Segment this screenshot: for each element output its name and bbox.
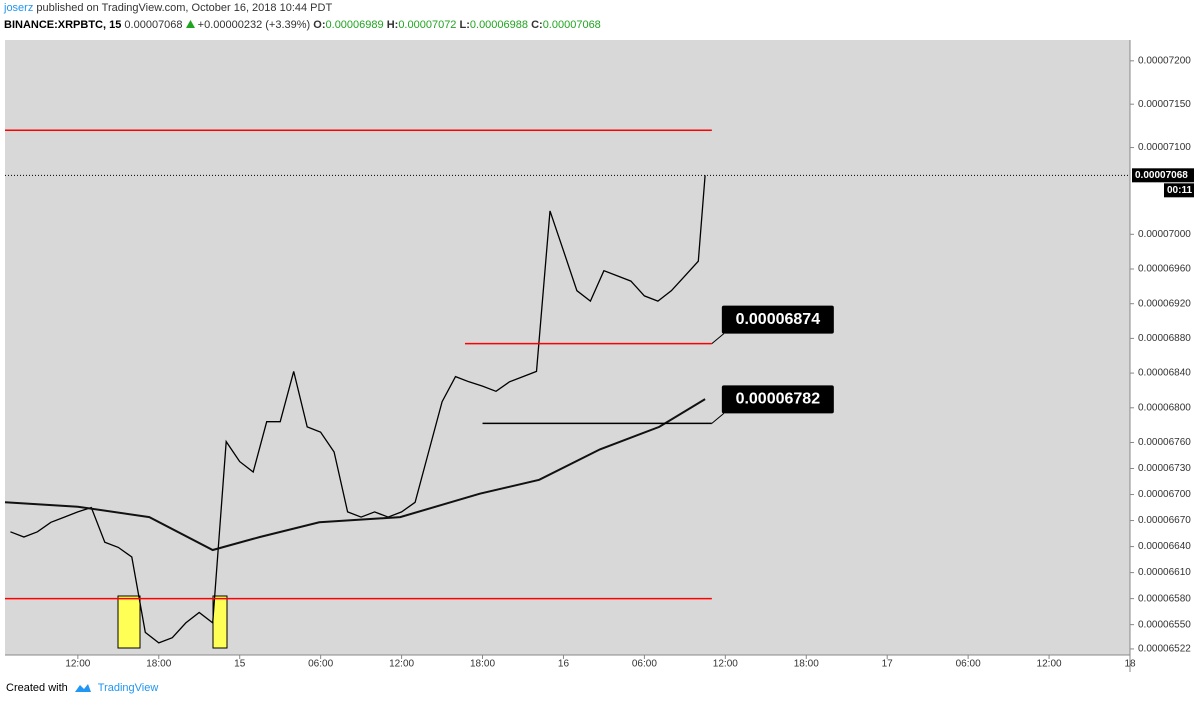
ohlc-value: 0.00006989 [325, 19, 384, 31]
y-tick-label: 0.00006580 [1138, 593, 1191, 604]
callout-leader [711, 333, 725, 344]
y-tick-label: 0.00006800 [1138, 402, 1191, 413]
highlight-box [212, 595, 228, 649]
x-tick-label: 18:00 [470, 659, 495, 670]
y-tick-label: 0.00006670 [1138, 515, 1191, 526]
symbol-line: BINANCE:XRPBTC, 15 0.00007068 +0.0000023… [4, 17, 601, 34]
footer: Created with TradingView [6, 682, 158, 694]
ohlc-label: C: [531, 19, 543, 31]
callout-box [721, 305, 834, 334]
callout-leader [711, 413, 725, 424]
countdown-box [1164, 183, 1194, 198]
y-tick-label: 0.00006960 [1138, 264, 1191, 275]
highlight-box [117, 595, 141, 649]
callout-box [721, 385, 834, 414]
countdown-label: 00:11 [1167, 185, 1192, 196]
x-tick-label: 12:00 [65, 659, 90, 670]
callout-label: 0.00006782 [736, 391, 821, 408]
last: 0.00007068 [124, 19, 183, 31]
header: joserz published on TradingView.com, Oct… [4, 0, 601, 34]
x-tick-label: 12:00 [1037, 659, 1062, 670]
footer-brand: TradingView [97, 682, 159, 694]
plot-area [5, 40, 1130, 655]
x-tick-label: 06:00 [308, 659, 333, 670]
plot-layer: 0.00006874 0.00006782 [4, 129, 1130, 644]
x-tick-label: 12:00 [389, 659, 414, 670]
price-line [10, 175, 706, 644]
x-tick-label: 15 [234, 659, 246, 670]
y-tick-label: 0.00006550 [1138, 619, 1191, 630]
y-tick-label: 0.00006920 [1138, 298, 1191, 309]
up-arrow [185, 20, 195, 28]
last-price-label: 0.00007068 [1135, 170, 1188, 181]
author: joserz [4, 2, 34, 14]
x-tick-label: 12:00 [713, 659, 738, 670]
symbol: BINANCE:XRPBTC, 15 [4, 19, 122, 31]
y-tick-label: 0.00006880 [1138, 333, 1191, 344]
y-tick-label: 0.00006640 [1138, 541, 1191, 552]
y-tick-label: 0.00006610 [1138, 567, 1191, 578]
footer-prefix: Created with [6, 682, 68, 694]
last-price-box [1132, 168, 1194, 183]
change: +0.00000232 (+3.39%) [197, 19, 311, 31]
x-tick-label: 06:00 [956, 659, 981, 670]
callout-label: 0.00006874 [736, 311, 821, 328]
y-tick-label: 0.00006730 [1138, 463, 1191, 474]
y-tick-label: 0.00007000 [1138, 229, 1191, 240]
price-line [4, 398, 706, 552]
x-tick-label: 17 [882, 659, 894, 670]
ohlc-value: 0.00007068 [542, 19, 601, 31]
y-tick-label: 0.00007150 [1138, 99, 1191, 110]
published: published on TradingView.com, October 16… [36, 2, 333, 14]
y-tick-label: 0.00007100 [1138, 142, 1191, 153]
publish-line: joserz published on TradingView.com, Oct… [4, 0, 601, 17]
y-tick-label: 0.00007200 [1138, 55, 1191, 66]
ohlc-label: O: [313, 19, 326, 31]
ohlc-label: L: [459, 19, 470, 31]
ohlc-value: 0.00006988 [469, 19, 529, 31]
y-tick-label: 0.00006522 [1138, 644, 1191, 655]
x-tick-label: 18:00 [146, 659, 171, 670]
y-tick-label: 0.00006700 [1138, 489, 1191, 500]
x-tick-label: 06:00 [632, 659, 657, 670]
logo [74, 684, 91, 692]
x-tick-label: 18 [1124, 659, 1136, 670]
ohlc-label: H: [386, 19, 399, 31]
y-tick-label: 0.00006840 [1138, 368, 1191, 379]
ohlc: O:0.00006989 H:0.00007072 L:0.00006988 C… [313, 19, 601, 31]
x-tick-label: 18:00 [794, 659, 819, 670]
ohlc-value: 0.00007072 [398, 19, 457, 31]
y-tick-label: 0.00006760 [1138, 437, 1191, 448]
x-tick-label: 16 [558, 659, 570, 670]
